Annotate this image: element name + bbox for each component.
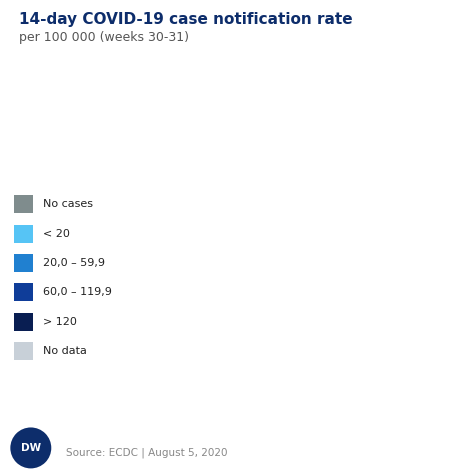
Text: Source: ECDC | August 5, 2020: Source: ECDC | August 5, 2020 — [66, 447, 228, 458]
Text: DW: DW — [21, 443, 41, 453]
Text: 60,0 – 119,9: 60,0 – 119,9 — [43, 287, 111, 298]
Text: No cases: No cases — [43, 199, 92, 210]
Text: 14-day COVID-19 case notification rate: 14-day COVID-19 case notification rate — [19, 12, 353, 27]
Text: No data: No data — [43, 346, 87, 356]
Text: per 100 000 (weeks 30-31): per 100 000 (weeks 30-31) — [19, 31, 189, 44]
Text: < 20: < 20 — [43, 228, 70, 239]
Text: > 120: > 120 — [43, 317, 76, 327]
Circle shape — [10, 428, 51, 468]
Text: 20,0 – 59,9: 20,0 – 59,9 — [43, 258, 105, 268]
